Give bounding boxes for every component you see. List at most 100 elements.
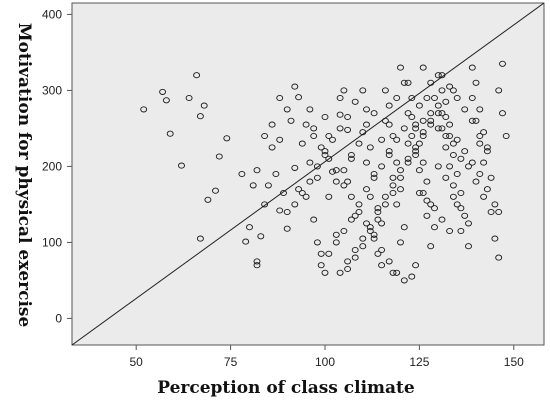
data-point — [431, 224, 438, 231]
y-tick-label: 300 — [42, 83, 62, 97]
data-point — [449, 151, 457, 159]
data-point — [310, 125, 318, 132]
data-point — [351, 212, 359, 219]
data-point — [449, 193, 457, 200]
data-point — [449, 182, 457, 189]
data-point — [366, 224, 374, 231]
data-point — [332, 178, 340, 185]
data-point — [363, 159, 370, 166]
data-points — [140, 60, 510, 284]
data-point — [415, 140, 423, 147]
data-point — [442, 144, 450, 151]
data-point — [363, 106, 370, 113]
data-point — [483, 144, 491, 151]
data-point — [423, 178, 431, 185]
data-point — [370, 231, 378, 238]
data-point — [359, 129, 367, 136]
data-point — [465, 163, 472, 170]
data-point — [276, 207, 284, 214]
data-point — [499, 60, 506, 67]
data-point — [340, 167, 348, 174]
data-point — [453, 170, 461, 178]
data-point — [196, 113, 204, 120]
data-point — [374, 205, 382, 212]
data-point — [291, 83, 299, 90]
data-point — [313, 239, 321, 246]
data-point — [370, 110, 378, 117]
data-point — [393, 94, 401, 102]
data-point — [412, 144, 420, 151]
data-point — [291, 164, 299, 171]
data-point — [295, 94, 303, 101]
data-point — [449, 87, 457, 94]
data-point — [381, 117, 389, 124]
data-point — [461, 106, 469, 113]
y-tick-label: 100 — [42, 235, 62, 249]
data-point — [434, 72, 442, 79]
data-point — [446, 83, 454, 90]
data-point — [457, 205, 465, 212]
data-point — [412, 121, 420, 128]
data-point — [295, 186, 303, 193]
data-point — [389, 182, 397, 189]
data-point — [499, 110, 506, 117]
data-point — [400, 125, 408, 132]
data-point — [427, 110, 435, 117]
data-point — [461, 212, 469, 219]
data-point — [374, 250, 382, 257]
data-point — [389, 132, 397, 140]
data-point — [340, 227, 348, 235]
data-point — [457, 189, 465, 197]
data-point — [457, 227, 465, 235]
data-point — [408, 94, 416, 102]
data-point — [185, 94, 193, 102]
data-point — [502, 132, 510, 140]
data-point — [253, 262, 261, 269]
data-point — [415, 189, 423, 197]
data-point — [438, 87, 446, 94]
data-point — [140, 106, 148, 113]
data-point — [253, 167, 261, 174]
data-point — [434, 110, 442, 117]
data-point — [397, 239, 404, 246]
data-point — [423, 197, 431, 204]
data-point — [159, 88, 167, 95]
data-point — [480, 193, 488, 200]
data-point — [423, 94, 431, 102]
data-point — [298, 189, 306, 197]
data-point — [363, 220, 370, 227]
data-point — [476, 140, 484, 147]
data-point — [483, 186, 491, 193]
data-point — [317, 250, 325, 257]
data-point — [495, 87, 503, 94]
data-point — [223, 135, 231, 142]
data-point — [438, 125, 446, 132]
data-point — [366, 144, 374, 151]
data-point — [400, 79, 408, 86]
data-point — [472, 79, 480, 86]
data-point — [212, 187, 219, 194]
data-point — [196, 235, 204, 242]
data-point — [442, 113, 450, 121]
data-point — [246, 224, 253, 231]
data-point — [419, 132, 427, 140]
data-point — [193, 72, 201, 79]
x-tick-label: 75 — [224, 355, 238, 369]
data-point — [283, 225, 291, 232]
data-point — [347, 151, 355, 159]
data-point — [491, 201, 499, 208]
data-point — [415, 167, 423, 174]
data-point — [389, 269, 397, 276]
data-point — [276, 94, 284, 102]
data-point — [385, 102, 393, 109]
data-point — [366, 193, 374, 200]
data-point — [427, 201, 435, 208]
data-point — [332, 231, 340, 238]
data-point — [351, 246, 359, 254]
data-point — [393, 136, 401, 143]
data-point — [385, 151, 393, 159]
data-point — [415, 102, 423, 109]
data-point — [487, 174, 495, 181]
data-point — [378, 220, 386, 227]
data-point — [370, 174, 378, 181]
